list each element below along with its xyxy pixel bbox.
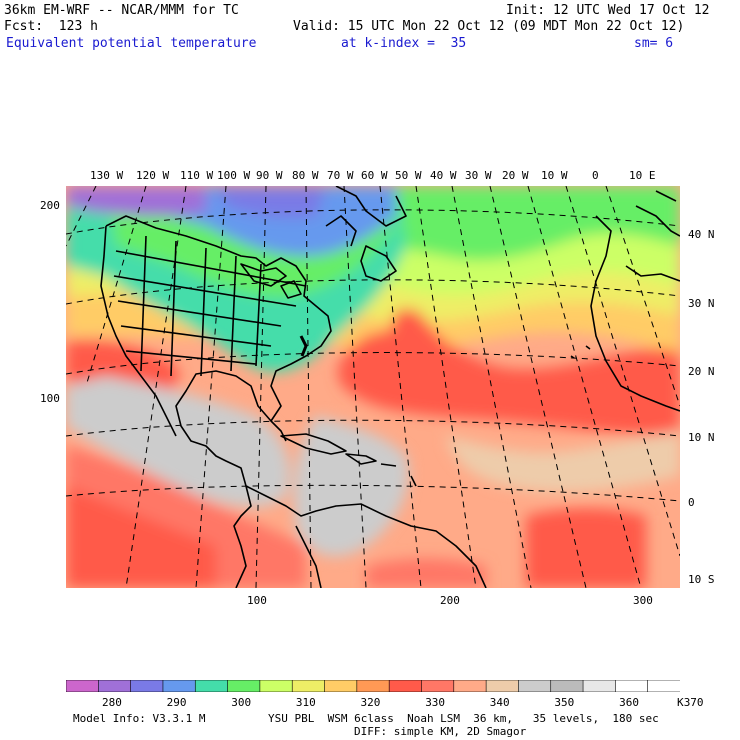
colorbar-label: 370 — [683, 696, 704, 709]
lon-label-110w: 110 W — [180, 169, 214, 182]
colorbar-swatch — [453, 680, 487, 692]
lon-label-0: 0 — [592, 169, 599, 182]
colorbar-swatch — [291, 680, 326, 692]
colorbar-label: 280 — [102, 696, 122, 709]
lon-label-70w: 70 W — [327, 169, 354, 182]
lat-label-10n: 10 N — [688, 431, 715, 444]
colorbar — [66, 680, 680, 692]
grid-y-label-100: 100 — [40, 392, 60, 405]
colorbar-swatch — [130, 680, 164, 692]
lat-label-30n: 30 N — [688, 297, 715, 310]
colorbar-swatch — [66, 680, 100, 692]
colorbar-swatch — [582, 680, 617, 692]
theta-e-field — [66, 186, 680, 588]
colorbar-swatch — [324, 680, 358, 692]
graticule — [66, 186, 680, 588]
colorbar-label: 330 — [425, 696, 446, 709]
lat-label-40n: 40 N — [688, 228, 715, 241]
lon-label-10e: 10 E — [629, 169, 656, 182]
colorbar-label: 360 — [619, 696, 639, 709]
model-info: Model Info: V3.3.1 M — [73, 712, 206, 725]
lon-label-120w: 120 W — [136, 169, 170, 182]
colorbar-label: 340 — [489, 696, 510, 709]
lon-label-60w: 60 W — [361, 169, 388, 182]
grid-x-label-100: 100 — [247, 594, 267, 607]
coastlines — [100, 186, 680, 588]
lon-label-80w: 80 W — [292, 169, 319, 182]
colorbar-swatch — [227, 680, 261, 692]
diffusion-info: DIFF: simple KM, 2D Smagor — [354, 725, 527, 738]
colorbar-swatch — [388, 680, 423, 692]
lat-label-10s: 10 S — [688, 573, 715, 586]
grid-x-label-200: 200 — [440, 594, 460, 607]
colorbar-label: 290 — [166, 696, 187, 709]
colorbar-swatch — [259, 680, 294, 692]
lon-label-50w: 50 W — [395, 169, 422, 182]
valid-time: Valid: 15 UTC Mon 22 Oct 12 (09 MDT Mon … — [293, 19, 685, 34]
lon-label-90w: 90 W — [256, 169, 283, 182]
model-title: 36km EM-WRF -- NCAR/MMM for TC — [4, 3, 239, 18]
colorbar-unit: K — [677, 696, 684, 709]
colorbar-swatch — [194, 680, 229, 692]
smoothing-info: sm= 6 — [634, 36, 674, 51]
grid-x-label-300: 300 — [633, 594, 653, 607]
us-east-coast — [299, 335, 308, 357]
lon-label-20w: 20 W — [502, 169, 529, 182]
lon-label-30w: 30 W — [465, 169, 492, 182]
lon-label-130w: 130 W — [90, 169, 124, 182]
colorbar-label: 350 — [554, 696, 575, 709]
physics-info: YSU PBL WSM 6class Noah LSM 36 km, 35 le… — [268, 712, 659, 725]
lon-label-10w: 10 W — [541, 169, 568, 182]
colorbar-swatch — [647, 680, 680, 692]
map-canvas — [66, 186, 680, 588]
colorbar-swatch — [485, 680, 520, 692]
colorbar-swatch — [98, 680, 132, 692]
colorbar-swatch — [162, 680, 197, 692]
colorbar-label: 320 — [360, 696, 381, 709]
colorbar-swatch — [421, 680, 455, 692]
colorbar-swatch — [356, 680, 390, 692]
lon-label-100w: 100 W — [217, 169, 251, 182]
level-info: at k-index = 35 — [341, 36, 467, 51]
init-time: Init: 12 UTC Wed 17 Oct 12 — [506, 3, 710, 18]
colorbar-swatch — [518, 680, 552, 692]
lon-label-40w: 40 W — [430, 169, 457, 182]
theta-e-map — [66, 186, 680, 588]
grid-y-label-200: 200 — [40, 199, 60, 212]
forecast-hour: Fcst: 123 h — [4, 19, 98, 34]
lat-label-0: 0 — [688, 496, 695, 509]
colorbar-label: 300 — [231, 696, 252, 709]
colorbar-swatch — [615, 680, 649, 692]
colorbar-swatch — [550, 680, 584, 692]
colorbar-label: 310 — [295, 696, 316, 709]
lat-label-20n: 20 N — [688, 365, 715, 378]
field-name: Equivalent potential temperature — [6, 36, 257, 51]
